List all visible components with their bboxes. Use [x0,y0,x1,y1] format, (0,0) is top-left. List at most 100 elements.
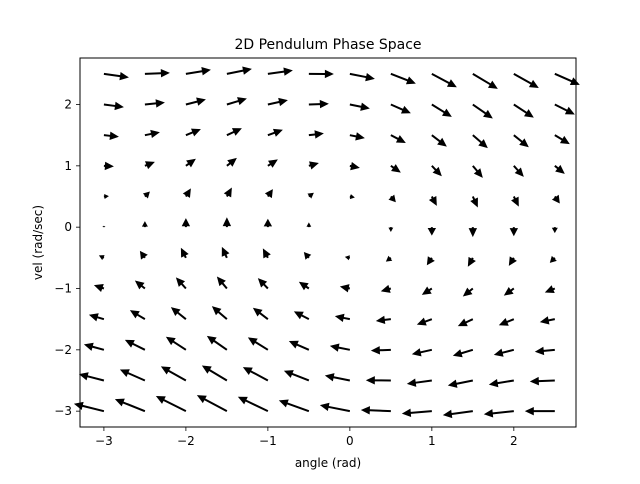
quiver-arrow [427,227,437,236]
quiver-arrow [103,72,129,81]
quiver-arrow [470,196,478,208]
quiver-arrow [365,376,391,385]
x-tick-label: −1 [259,434,277,448]
quiver-arrow [196,395,228,413]
quiver-arrow [160,366,187,382]
quiver-arrow [216,276,228,290]
quiver-arrow [103,161,114,171]
quiver-arrow [308,69,334,79]
quiver-arrow [185,97,206,106]
quiver-arrow [513,165,524,177]
quiver-arrow [385,255,393,262]
quiver-arrow [390,164,401,173]
quiver-arrow [349,194,355,200]
quiver-arrow [141,221,148,228]
quiver-arrow [334,313,351,323]
quiver-arrow [226,128,242,137]
quiver-arrow [498,317,515,326]
quiver-arrows [73,66,580,419]
quiver-arrow [102,225,106,228]
quiver-arrow [503,286,515,296]
y-axis-ticks: −3 −2 −1 0 1 2 [54,98,80,418]
quiver-arrow [442,409,473,419]
quiver-arrow [339,284,351,293]
quiver-arrow [175,277,187,290]
quiver-arrow [329,343,351,352]
quiver-arrow [98,255,105,261]
quiver-arrow [360,406,391,415]
quiver-arrow [226,66,252,75]
quiver-arrow [206,335,228,351]
quiver-arrow [267,97,288,107]
quiver-arrow [452,348,474,358]
quiver-arrow [324,373,351,382]
quiver-arrow [103,193,109,199]
y-tick-label: −2 [54,343,72,357]
quiver-arrow [534,346,555,356]
quiver-arrow [411,348,433,357]
quiver-arrow [73,401,105,413]
quiver-arrow [390,103,411,114]
y-axis-label: vel (rad/sec) [31,205,45,280]
quiver-arrow [308,130,324,139]
quiver-arrow [431,103,452,117]
x-axis-ticks: −3 −2 −1 0 1 2 [95,427,518,448]
quiver-arrow [264,189,273,199]
quiver-arrow [165,336,187,351]
quiver-arrow [267,159,278,168]
quiver-arrow [303,252,312,260]
quiver-arrow [252,307,269,320]
quiver-arrow [344,255,351,261]
quiver-arrow [513,134,529,148]
quiver-arrow [267,67,293,76]
quiver-arrow [349,132,365,141]
quiver-arrow [263,218,273,228]
quiver-arrow [283,370,310,382]
quiver-arrow [257,278,269,290]
quiver-arrow [144,161,155,170]
quiver-arrow [139,250,148,260]
quiver-arrow [319,402,351,413]
quiver-arrow [223,187,232,198]
quiver-arrow [472,103,493,119]
quiver-arrow [349,161,360,171]
quiver-arrow [308,99,329,109]
quiver-arrow [468,227,478,238]
quiver-arrow [185,158,196,168]
quiver-arrow [431,134,447,147]
quiver-arrow [554,72,580,86]
y-tick-label: 2 [64,98,72,112]
quiver-arrow [388,227,394,232]
quiver-arrow [88,313,105,322]
y-tick-label: −1 [54,281,72,295]
quiver-arrow [221,246,230,259]
quiver-arrow [375,315,391,325]
quiver-arrow [472,134,488,149]
x-tick-label: 0 [346,434,354,448]
quiver-arrow [142,191,150,199]
quiver-arrow [554,103,575,115]
quiver-arrow [262,248,271,259]
quiver-arrow [513,103,534,118]
quiver-arrow [306,222,312,228]
x-axis-label: angle (rad) [295,456,361,470]
quiver-arrow [298,281,310,291]
quiver-arrow [472,165,483,178]
quiver-arrow [483,409,514,418]
quiver-arrow [288,340,310,351]
quiver-arrow [226,157,237,167]
quiver-arrow [431,72,457,88]
quiver-arrow [349,102,370,111]
quiver-arrow [513,72,539,88]
quiver-arrow [524,406,555,416]
quiver-arrow [181,218,191,228]
quiver-arrow [472,72,498,89]
quiver-arrow [426,256,435,266]
quiver-arrow [416,317,433,326]
quiver-arrow [185,128,201,137]
y-tick-label: −3 [54,404,72,418]
quiver-arrow [431,165,442,177]
